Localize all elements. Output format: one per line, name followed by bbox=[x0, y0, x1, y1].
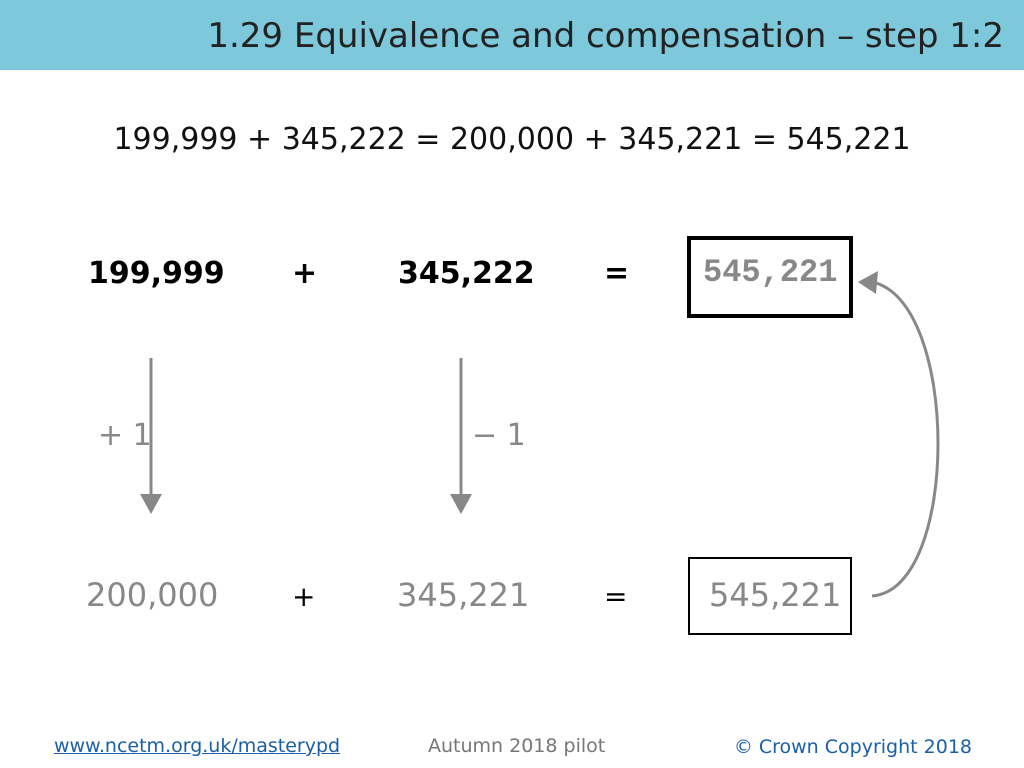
arrowhead bbox=[450, 494, 472, 514]
bottom-op: + bbox=[292, 580, 316, 613]
bottom-a: 200,000 bbox=[86, 576, 219, 614]
header-bar bbox=[0, 0, 1024, 70]
footer-center: Autumn 2018 pilot bbox=[428, 735, 606, 757]
arrowhead bbox=[140, 494, 162, 514]
arrowhead bbox=[858, 271, 878, 294]
curved-arrow bbox=[871, 280, 940, 598]
title: 1.29 Equivalence and compensation – step… bbox=[207, 16, 1004, 56]
result-box bbox=[687, 236, 853, 318]
adjust-right: − 1 bbox=[472, 418, 526, 453]
equation: 199,999 + 345,222 = 200,000 + 345,221 = … bbox=[113, 122, 911, 157]
bottom-b: 345,221 bbox=[397, 576, 530, 614]
bottom-result: 545,221 bbox=[709, 576, 842, 614]
bottom-eq: = bbox=[604, 580, 628, 613]
top-result: 545,221 bbox=[703, 254, 838, 291]
top-eq: = bbox=[604, 256, 630, 291]
footer-copyright: © Crown Copyright 2018 bbox=[733, 736, 972, 758]
top-a: 199,999 bbox=[88, 256, 225, 291]
top-b: 345,222 bbox=[398, 256, 535, 291]
footer-link[interactable]: www.ncetm.org.uk/masterypd bbox=[54, 735, 341, 757]
top-op: + bbox=[292, 256, 318, 291]
adjust-left: + 1 bbox=[98, 418, 152, 453]
result-box-bottom bbox=[688, 557, 852, 635]
